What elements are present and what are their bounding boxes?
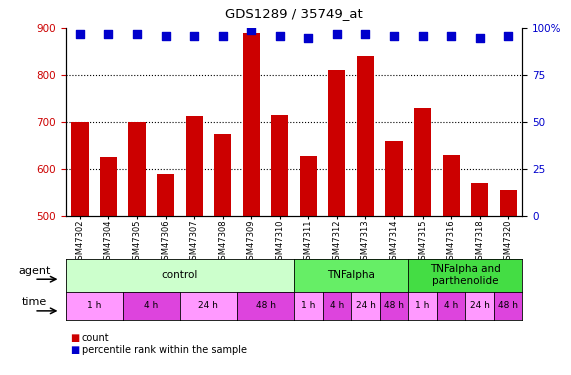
Text: percentile rank within the sample: percentile rank within the sample — [82, 345, 247, 355]
Bar — [271, 115, 288, 216]
Bar — [128, 122, 146, 216]
Text: 48 h: 48 h — [384, 302, 404, 310]
Point — [447, 33, 456, 39]
Bar — [328, 70, 345, 216]
Text: count: count — [82, 333, 109, 343]
Text: 1 h: 1 h — [87, 302, 102, 310]
Text: ■: ■ — [70, 333, 79, 343]
Bar — [300, 156, 317, 216]
Text: 4 h: 4 h — [444, 302, 458, 310]
Bar — [443, 154, 460, 216]
Text: 24 h: 24 h — [356, 302, 375, 310]
Text: 4 h: 4 h — [144, 302, 158, 310]
Bar — [100, 157, 117, 216]
Text: 48 h: 48 h — [255, 302, 276, 310]
Text: 48 h: 48 h — [498, 302, 518, 310]
Text: ■: ■ — [70, 345, 79, 355]
Point — [275, 33, 284, 39]
Point — [304, 34, 313, 40]
Point — [504, 33, 513, 39]
Text: 24 h: 24 h — [470, 302, 489, 310]
Text: 1 h: 1 h — [415, 302, 430, 310]
Bar — [157, 174, 174, 216]
Point — [332, 31, 341, 37]
Bar — [214, 134, 231, 216]
Text: TNFalpha: TNFalpha — [327, 270, 375, 280]
Bar — [243, 33, 260, 216]
Text: 24 h: 24 h — [199, 302, 218, 310]
Bar — [500, 190, 517, 216]
Text: agent: agent — [18, 266, 50, 276]
Bar — [385, 141, 403, 216]
Bar — [71, 122, 89, 216]
Bar — [186, 116, 203, 216]
Text: GDS1289 / 35749_at: GDS1289 / 35749_at — [225, 8, 363, 21]
Point — [475, 34, 484, 40]
Text: time: time — [22, 297, 47, 307]
Point — [104, 31, 113, 37]
Bar — [414, 108, 431, 216]
Text: 4 h: 4 h — [330, 302, 344, 310]
Point — [218, 33, 227, 39]
Point — [247, 27, 256, 33]
Text: TNFalpha and
parthenolide: TNFalpha and parthenolide — [430, 264, 501, 286]
Bar — [357, 56, 374, 216]
Text: control: control — [162, 270, 198, 280]
Bar — [471, 183, 488, 216]
Point — [75, 31, 85, 37]
Text: 1 h: 1 h — [301, 302, 316, 310]
Point — [418, 33, 427, 39]
Point — [389, 33, 399, 39]
Point — [190, 33, 199, 39]
Point — [161, 33, 170, 39]
Point — [132, 31, 142, 37]
Point — [361, 31, 370, 37]
